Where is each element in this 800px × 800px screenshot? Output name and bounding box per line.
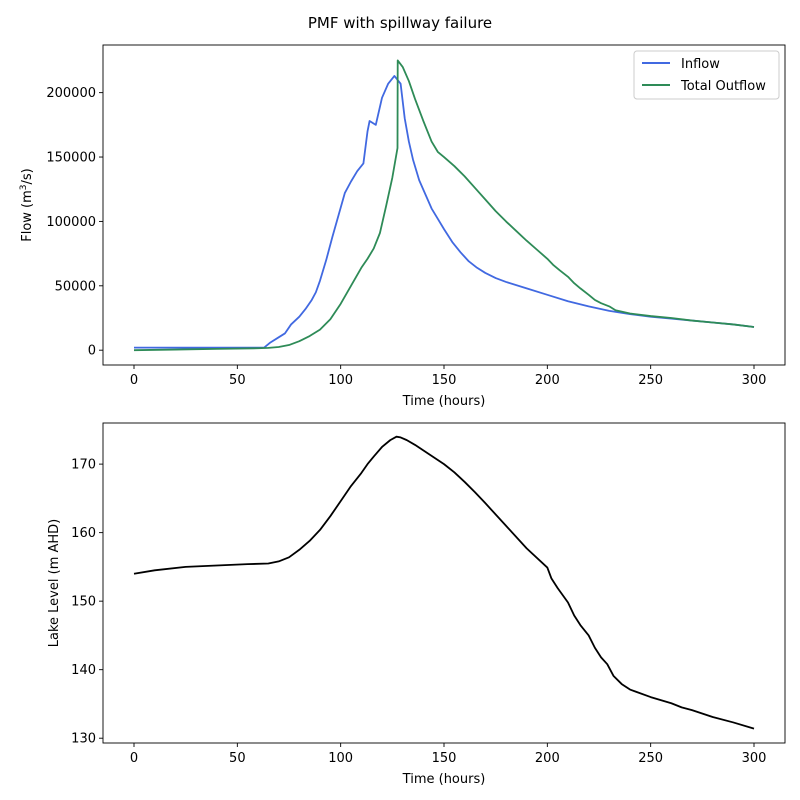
lake-x-ticks: 0 50 100 150 200 250 300 xyxy=(130,743,767,766)
lake-y-axis-label: Lake Level (m AHD) xyxy=(47,519,62,647)
flow-y-ticks: 0 50000 100000 150000 200000 xyxy=(46,86,103,359)
flow-x-tick-label: 50 xyxy=(229,373,246,388)
lake-axes-frame xyxy=(102,422,786,744)
flow-line-inflow xyxy=(134,75,755,349)
flow-y-tick-label: 200000 xyxy=(46,86,96,101)
flow-x-tick-label: 250 xyxy=(638,373,663,388)
flow-y-label-tail: /s) xyxy=(20,168,35,184)
flow-y-tick-label: 50000 xyxy=(55,279,96,294)
flow-x-tick-label: 300 xyxy=(742,373,767,388)
flow-y-tick-label: 150000 xyxy=(46,151,96,166)
flow-y-tick-label: 0 xyxy=(88,344,96,359)
lake-y-tick-label: 150 xyxy=(71,595,96,610)
lake-line-lake-level xyxy=(133,435,755,730)
flow-axes: 0 50 100 150 200 250 300 0 50000 100000 150000 200… xyxy=(19,44,786,409)
lake-x-tick-label: 250 xyxy=(638,751,663,766)
flow-y-label-main: Flow (m xyxy=(20,190,35,242)
lake-y-tick-label: 170 xyxy=(71,458,96,473)
lake-x-axis-label: Time (hours) xyxy=(402,772,486,787)
flow-series-lines xyxy=(133,59,755,352)
lake-x-tick-label: 100 xyxy=(328,751,353,766)
flow-x-tick-label: 0 xyxy=(130,373,138,388)
lake-y-ticks: 130 140 150 160 170 xyxy=(71,458,103,747)
lake-series-lines xyxy=(133,435,755,730)
flow-y-axis-label: Flow (m3/s) xyxy=(19,168,35,242)
lake-x-tick-label: 50 xyxy=(229,751,246,766)
legend-inflow-label: Inflow xyxy=(681,57,720,72)
lake-level-axes: 0 50 100 150 200 250 300 130 140 150 160 170 Time … xyxy=(47,422,786,787)
legend-frame xyxy=(633,50,780,100)
lake-y-tick-label: 160 xyxy=(71,526,96,541)
flow-x-tick-label: 150 xyxy=(432,373,457,388)
flow-x-tick-label: 200 xyxy=(535,373,560,388)
lake-y-tick-label: 130 xyxy=(71,732,96,747)
flow-y-tick-label: 100000 xyxy=(46,215,96,230)
lake-x-tick-label: 300 xyxy=(742,751,767,766)
legend: Inflow Total Outflow xyxy=(633,50,780,100)
lake-y-tick-label: 140 xyxy=(71,663,96,678)
lake-x-tick-label: 200 xyxy=(535,751,560,766)
lake-x-tick-label: 0 xyxy=(130,751,138,766)
legend-outflow-label: Total Outflow xyxy=(680,79,766,94)
flow-line-total-outflow xyxy=(133,59,755,352)
flow-x-tick-label: 100 xyxy=(328,373,353,388)
flow-y-label-superscript: 3 xyxy=(19,184,29,190)
lake-x-tick-label: 150 xyxy=(432,751,457,766)
flow-x-ticks: 0 50 100 150 200 250 300 xyxy=(130,365,767,388)
flow-x-axis-label: Time (hours) xyxy=(402,394,486,409)
figure-title: PMF with spillway failure xyxy=(308,14,492,32)
